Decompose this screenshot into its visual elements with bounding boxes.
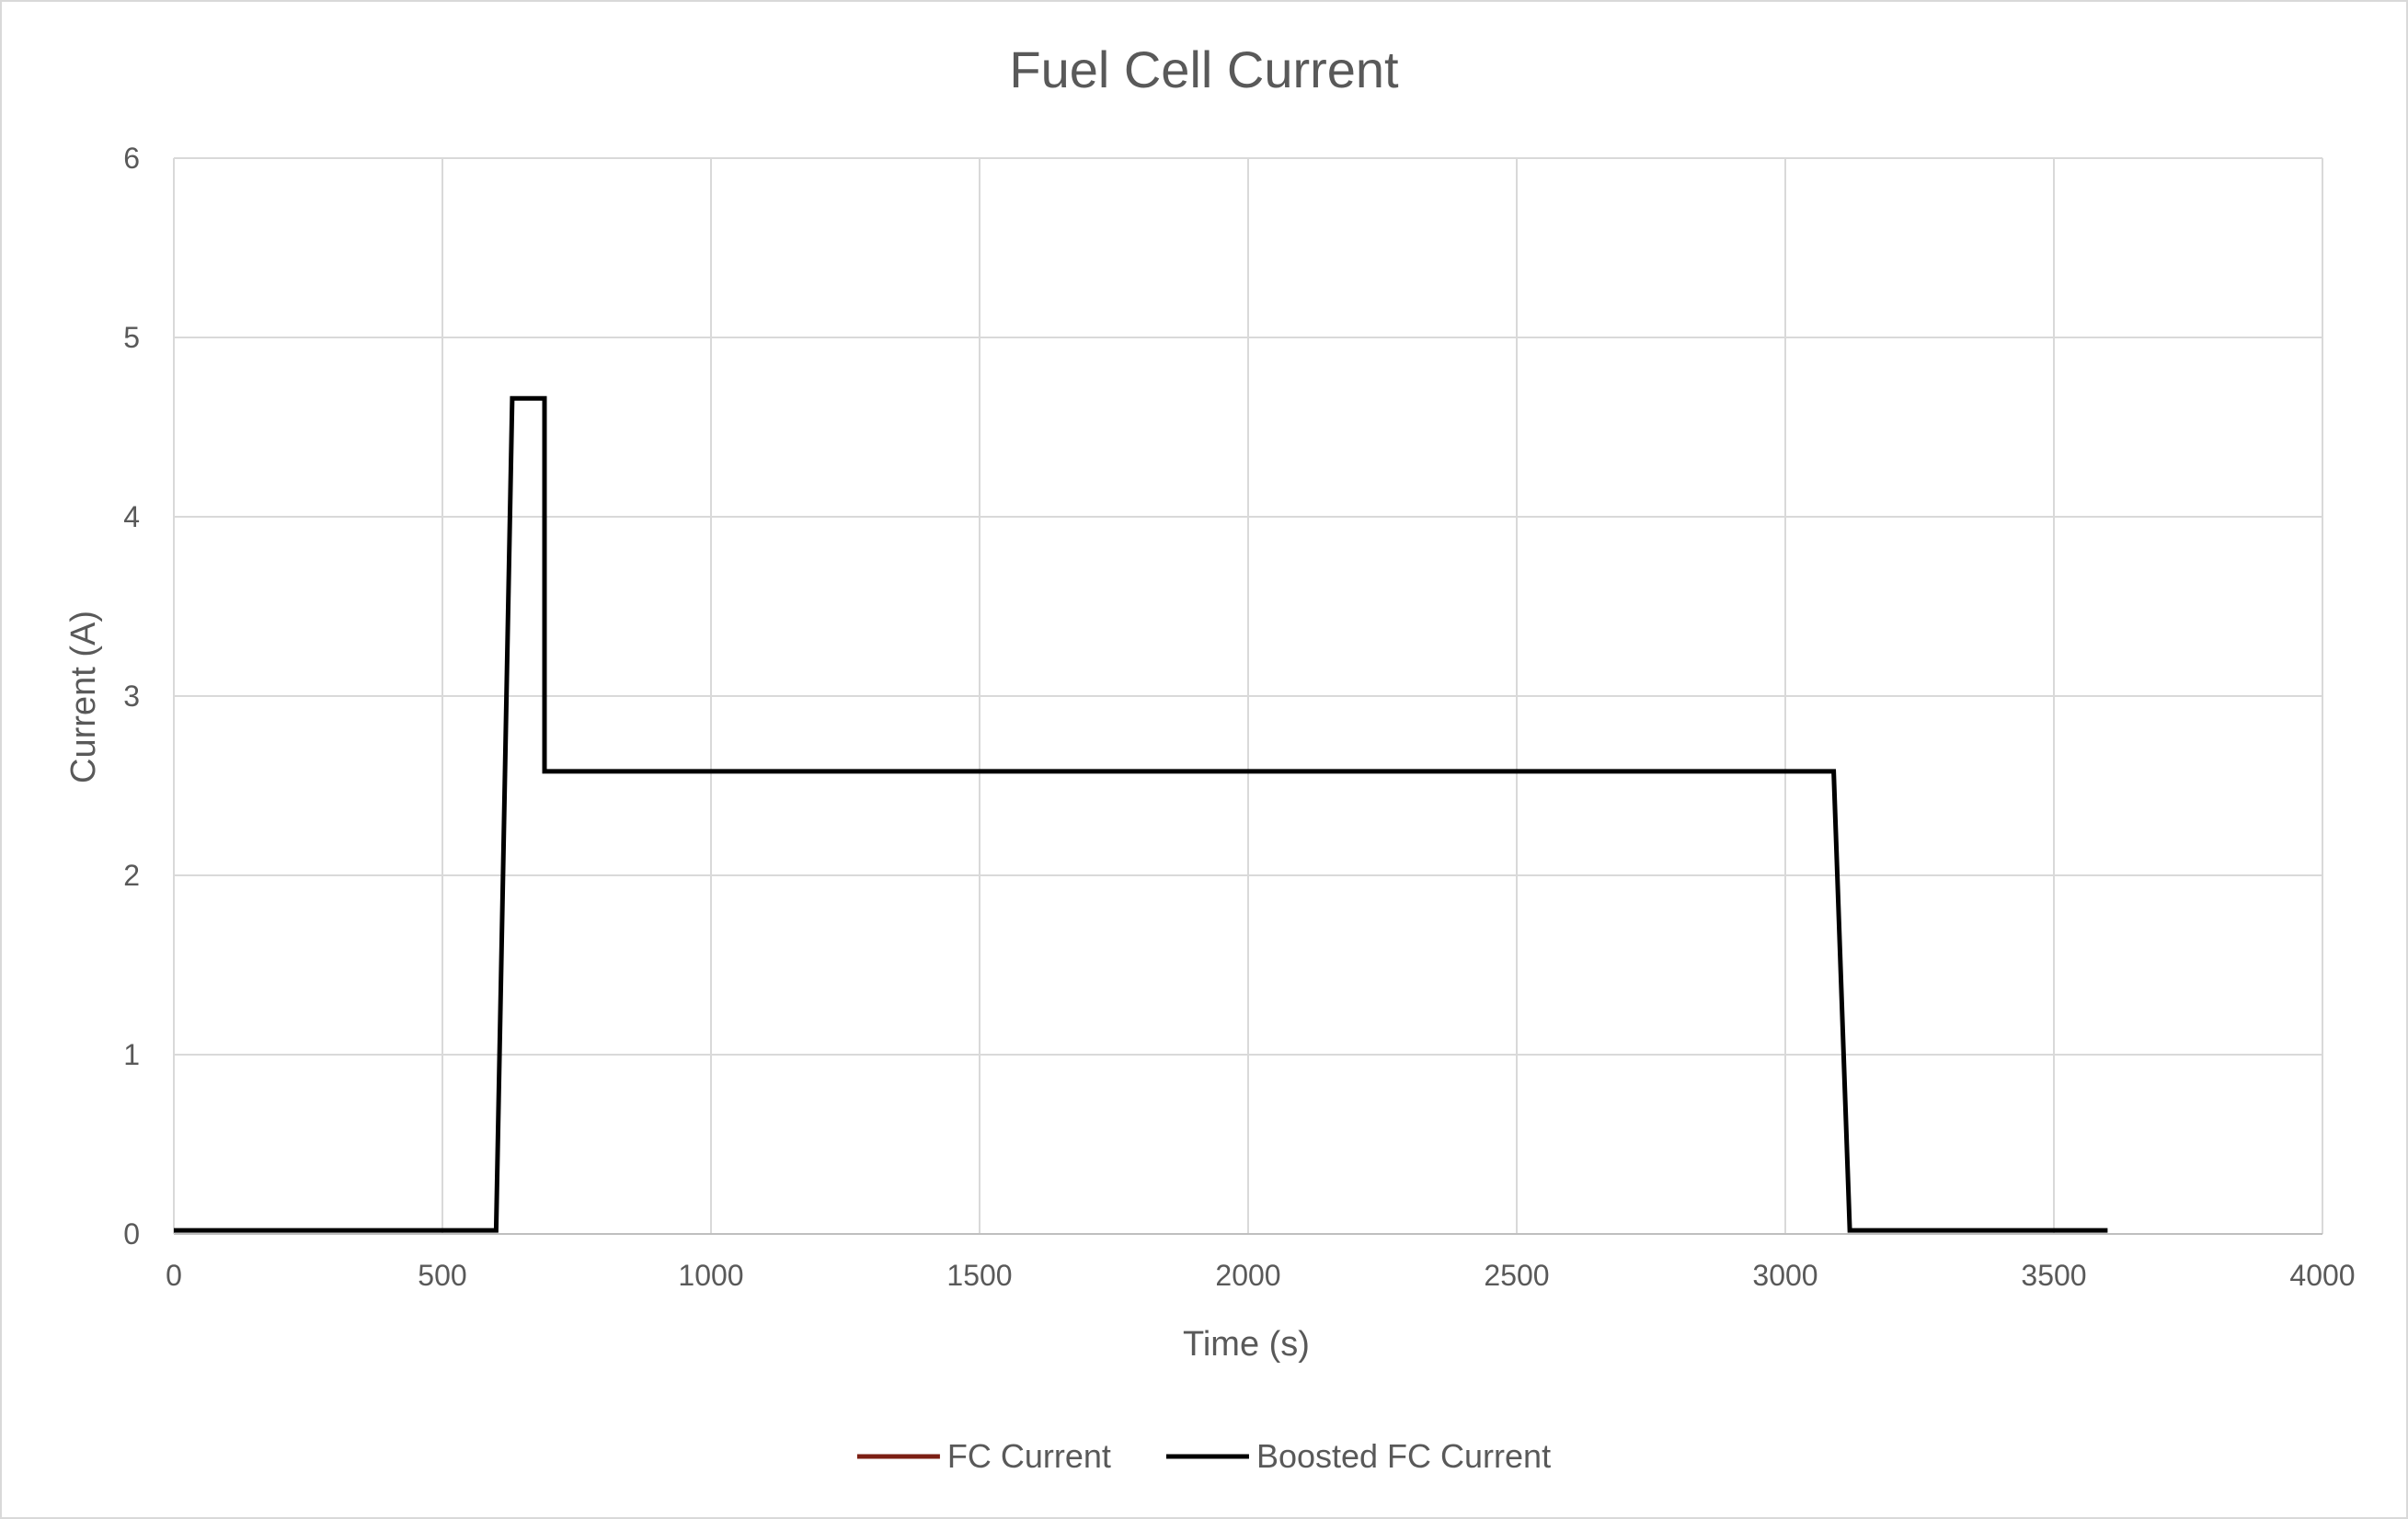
y-tick-label: 4 bbox=[123, 500, 140, 533]
y-axis-title: Current (A) bbox=[64, 611, 103, 783]
series-line-boosted-fc-current bbox=[174, 395, 2108, 1233]
legend-label: Boosted FC Current bbox=[1256, 1437, 1551, 1475]
gridlines bbox=[174, 157, 2323, 1234]
legend-label: FC Current bbox=[947, 1437, 1111, 1475]
y-tick-label: 3 bbox=[123, 680, 140, 713]
x-tick-label: 3500 bbox=[2021, 1259, 2086, 1292]
y-tick-label: 5 bbox=[123, 321, 140, 354]
y-tick-label: 2 bbox=[123, 859, 140, 892]
chart-title: Fuel Cell Current bbox=[1009, 40, 1399, 98]
legend: FC Current Boosted FC Current bbox=[856, 1437, 1551, 1475]
y-axis-ticks: 0 1 2 3 4 5 6 bbox=[123, 142, 140, 1251]
x-tick-label: 4000 bbox=[2289, 1259, 2355, 1292]
x-tick-label: 1500 bbox=[946, 1259, 1012, 1292]
x-tick-label: 0 bbox=[166, 1259, 182, 1292]
y-tick-label: 0 bbox=[123, 1217, 140, 1251]
x-tick-label: 2000 bbox=[1215, 1259, 1280, 1292]
y-tick-label: 1 bbox=[123, 1038, 140, 1071]
x-axis-ticks: 0 500 1000 1500 2000 2500 3000 3500 4000 bbox=[166, 1259, 2355, 1292]
x-tick-label: 500 bbox=[418, 1259, 466, 1292]
x-tick-label: 2500 bbox=[1484, 1259, 1549, 1292]
x-axis-title: Time (s) bbox=[1183, 1325, 1310, 1364]
x-tick-label: 1000 bbox=[678, 1259, 743, 1292]
y-tick-label: 6 bbox=[123, 142, 140, 175]
x-tick-label: 3000 bbox=[1752, 1259, 1817, 1292]
axes bbox=[173, 158, 2322, 1235]
series-lines bbox=[174, 395, 2108, 1233]
